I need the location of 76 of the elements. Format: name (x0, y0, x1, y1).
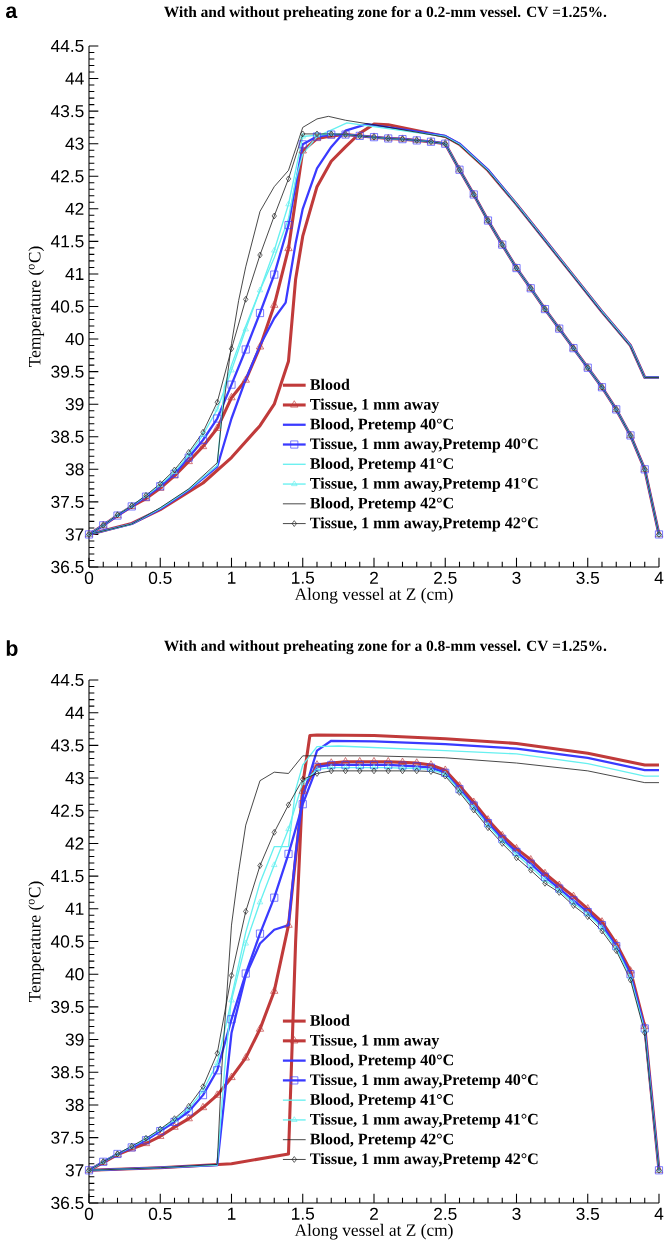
y-tick-label: 37 (65, 528, 84, 541)
y-tick-label: 44.5 (50, 673, 84, 687)
y-tick-label: 42 (65, 202, 84, 215)
x-tick-label: 3 (512, 1207, 521, 1220)
y-tick-label: 40 (65, 968, 84, 981)
y-tick-label: 37.5 (51, 1131, 84, 1144)
y-tick-label: 41 (65, 902, 84, 915)
x-tick-label: 3 (512, 571, 521, 584)
legend-label: Tissue, 1 mm away (310, 398, 440, 413)
x-tick-label: 2.5 (434, 1207, 457, 1220)
chart-title: With and without preheating zone for a 0.8-mm vessel. CV =1.25%. (164, 640, 607, 655)
legend-label: Blood, Pretemp 41°C (310, 457, 453, 473)
y-tick-label: 40 (65, 332, 84, 346)
x-tick-label: 0.5 (148, 1207, 172, 1220)
y-tick-label: 38 (65, 463, 84, 476)
legend-label: Tissue, 1 mm away,Pretemp 41°C (310, 477, 538, 493)
chart-title: With and without preheating zone for a 0.2-mm vessel. CV =1.25%. (164, 6, 607, 21)
y-tick-label: 42.5 (50, 804, 84, 817)
x-tick-label: 4 (654, 571, 664, 584)
y-tick-label: 37 (65, 1164, 84, 1177)
y-tick-label: 44 (65, 72, 84, 85)
y-tick-label: 39.5 (51, 1000, 84, 1013)
x-tick-label: 0 (84, 1207, 94, 1220)
y-tick-label: 36.5 (51, 1196, 84, 1210)
text: b (6, 640, 18, 656)
legend-label: Blood, Pretemp 41°C (310, 1093, 453, 1109)
y-tick-label: 40.5 (50, 300, 84, 313)
y-tick-label: 41.5 (50, 870, 84, 883)
y-tick-label: 39 (65, 398, 84, 411)
x-tick-label: 0 (84, 571, 94, 584)
legend-label: Blood (310, 378, 350, 390)
y-tick-label: 42.5 (50, 170, 84, 183)
x-tick-label: 3.5 (576, 571, 600, 584)
legend-label: Tissue, 1 mm away,Pretemp 40°C (310, 437, 538, 453)
legend-label: Tissue, 1 mm away,Pretemp 41°C (310, 1113, 538, 1128)
x-axis-title: Along vessel at Z (cm) (294, 1223, 453, 1240)
legend-label: Blood, Pretemp 40°C (310, 1054, 453, 1069)
y-axis-title: Temperature ($^{o}$C) (28, 881, 45, 1002)
y-tick-label: 41 (65, 267, 84, 280)
y-tick-label: 38 (65, 1098, 84, 1112)
y-tick-label: 37.5 (51, 495, 84, 508)
x-tick-label: 3.5 (576, 1207, 600, 1220)
y-tick-label: 38.5 (51, 1066, 84, 1079)
x-tick-label: 2.5 (434, 571, 457, 584)
legend-label: Blood, Pretemp 42°C (310, 1133, 453, 1148)
x-tick-label: 1.5 (292, 571, 315, 584)
y-tick-label: 38.5 (51, 430, 84, 443)
legend-label: Tissue, 1 mm away,Pretemp 42°C (310, 1152, 538, 1168)
x-tick-label: 0.5 (148, 571, 172, 584)
y-tick-label: 41.5 (50, 235, 84, 248)
y-tick-label: 36.5 (51, 560, 84, 574)
y-tick-label: 42 (65, 837, 84, 850)
y-tick-label: 43.5 (50, 104, 84, 118)
y-tick-label: 44 (65, 706, 84, 719)
legend-label: Tissue, 1 mm away,Pretemp 40°C (310, 1073, 538, 1089)
x-tick-label: 2 (370, 1207, 378, 1220)
x-tick-label: 2 (370, 571, 378, 584)
y-axis-title: Temperature ($^{o}$C) (28, 246, 45, 367)
y-tick-label: 43.5 (50, 739, 84, 752)
legend-label: Blood, Pretemp 42°C (310, 497, 453, 512)
x-tick-label: 1 (227, 1207, 236, 1220)
y-tick-label: 39 (65, 1033, 84, 1046)
legend-label: Blood (310, 1014, 350, 1026)
x-tick-label: 4 (654, 1207, 664, 1220)
y-tick-label: 43 (65, 137, 84, 150)
y-tick-label: 40.5 (50, 935, 84, 948)
legend-label: Tissue, 1 mm away (310, 1034, 440, 1049)
x-tick-label: 1.5 (292, 1207, 315, 1220)
x-axis-title: Along vessel at Z (cm) (294, 587, 453, 604)
y-tick-label: 39.5 (51, 365, 84, 378)
x-tick-label: 1 (227, 571, 236, 584)
y-tick-label: 43 (65, 771, 84, 785)
legend-label: Tissue, 1 mm away,Pretemp 42°C (310, 517, 538, 532)
text: a (5, 6, 18, 19)
y-tick-label: 44.5 (50, 39, 84, 53)
legend-label: Blood, Pretemp 40°C (310, 418, 453, 433)
